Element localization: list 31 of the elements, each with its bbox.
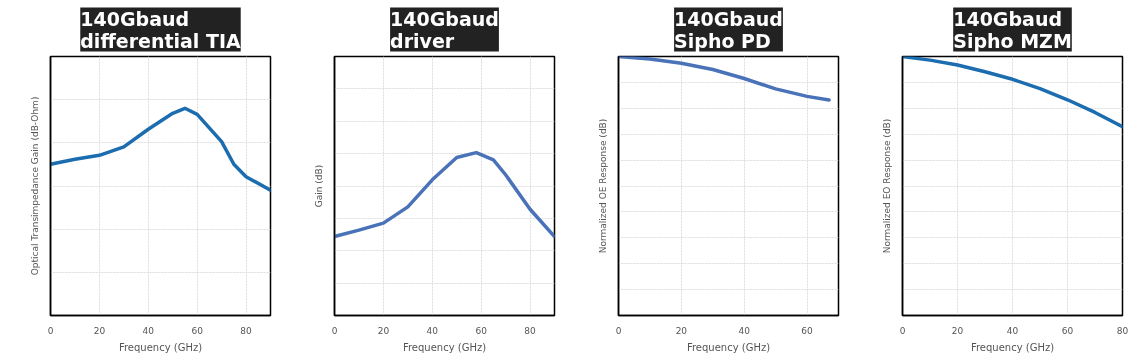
x-tick-label: 0	[47, 325, 54, 336]
x-tick-label: 60	[1061, 325, 1074, 336]
chart-title: 140Gbaud Sipho MZM	[953, 7, 1072, 52]
x-tick-label: 0	[615, 325, 622, 336]
x-axis-title: Frequency (GHz)	[970, 341, 1055, 353]
chart-title: 140Gbaud driver	[390, 7, 499, 52]
x-tick-label: 20	[377, 325, 390, 336]
x-tick-label: 80	[240, 325, 253, 336]
x-axis-title: Frequency (GHz)	[402, 341, 487, 353]
y-axis-title: Optical Transimpedance Gain (dB-Ohm)	[29, 96, 40, 276]
x-tick-label: 60	[191, 325, 204, 336]
x-tick-label: 40	[1006, 325, 1019, 336]
x-tick-label: 0	[331, 325, 338, 336]
x-tick-label: 20	[951, 325, 964, 336]
x-tick-label: 60	[801, 325, 814, 336]
x-axis-title: Frequency (GHz)	[118, 341, 203, 353]
x-tick-label: 0	[899, 325, 906, 336]
y-axis-title: Normalized OE Response (dB)	[597, 118, 608, 254]
x-axis-title: Frequency (GHz)	[686, 341, 771, 353]
y-axis-title: Gain (dB)	[313, 164, 324, 208]
x-tick-label: 20	[675, 325, 688, 336]
x-tick-label: 40	[142, 325, 155, 336]
x-tick-label: 60	[475, 325, 488, 336]
y-axis-title: Normalized EO Response (dB)	[881, 118, 892, 254]
x-tick-label: 80	[524, 325, 537, 336]
chart-title: 140Gbaud differential TIA	[80, 7, 242, 52]
x-tick-label: 20	[93, 325, 106, 336]
chart-title: 140Gbaud Sipho PD	[674, 7, 783, 52]
x-tick-label: 40	[426, 325, 439, 336]
x-tick-label: 40	[738, 325, 751, 336]
x-tick-label: 80	[1116, 325, 1129, 336]
